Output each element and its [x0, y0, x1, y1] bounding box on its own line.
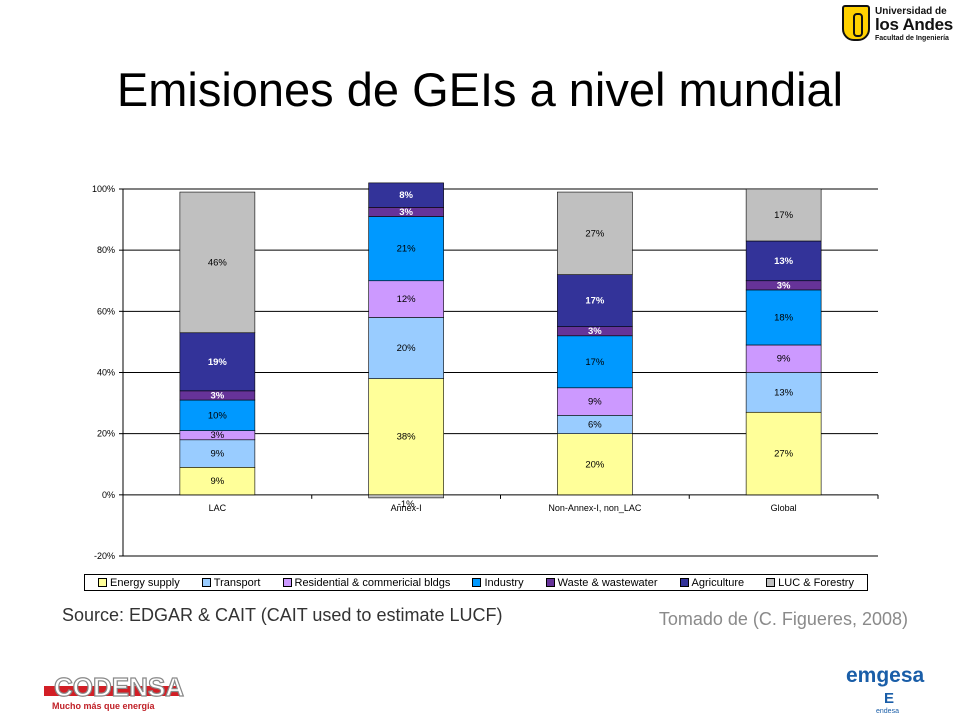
bar-segment — [368, 216, 444, 282]
codensa-wordmark: CODENSA — [53, 671, 185, 702]
university-name-line1: Universidad de — [875, 6, 947, 17]
legend-item: Agriculture — [679, 576, 745, 589]
data-label: 27% — [585, 228, 605, 239]
bar-segment — [557, 335, 633, 389]
data-label: 27% — [774, 449, 794, 460]
legend-swatch — [201, 578, 211, 587]
data-label: 9% — [211, 476, 225, 487]
y-tick-label: 100% — [92, 184, 115, 194]
bar-segment — [368, 280, 444, 318]
data-label: 3% — [777, 280, 791, 291]
legend-label: Agriculture — [691, 576, 745, 589]
bar-segment — [745, 289, 822, 346]
x-tick-label: Non-Annex-I, non_LAC — [548, 503, 642, 513]
data-label: 10% — [208, 410, 228, 421]
bar-segment — [179, 439, 256, 468]
y-tick-label: -20% — [94, 551, 115, 561]
bar-segment — [745, 240, 822, 282]
bar-segment — [745, 188, 822, 242]
data-label: 3% — [211, 390, 225, 401]
legend-label: Energy supply — [110, 576, 180, 589]
data-label: 21% — [397, 244, 417, 255]
bar-segment — [179, 399, 256, 431]
legend-swatch — [766, 578, 776, 587]
data-label: 19% — [208, 357, 228, 368]
data-label: 46% — [208, 257, 228, 268]
data-label: 20% — [585, 459, 605, 470]
bar-segment — [179, 332, 256, 392]
data-label: 9% — [777, 354, 791, 365]
legend-swatch — [472, 578, 482, 587]
y-tick-label: 60% — [97, 306, 115, 316]
legend-label: Residential & commericial bldgs — [294, 576, 451, 589]
data-label: 3% — [588, 326, 602, 337]
slide-title: Emisiones de GEIs a nivel mundial — [116, 63, 844, 116]
data-label: 6% — [588, 419, 602, 430]
endesa-label: endesa — [876, 708, 899, 715]
bar-segment — [368, 317, 444, 379]
data-label: 13% — [774, 387, 794, 398]
bar-segment — [179, 467, 256, 496]
bar-segment — [557, 274, 633, 327]
data-label: 38% — [397, 432, 417, 443]
emgesa-wordmark: emgesa — [846, 664, 925, 687]
data-label: 20% — [397, 343, 417, 354]
data-label: 17% — [585, 357, 605, 368]
legend-label: Waste & wastewater — [557, 576, 658, 589]
x-tick-label: Annex-I — [391, 503, 422, 513]
legend-item: Transport — [201, 576, 261, 589]
legend-swatch — [282, 578, 292, 587]
bar-segment — [368, 182, 444, 208]
stacked-bar-chart: -20% 0% 20% 40% 60% 80% 100% 9% 9% 3% 10% 3% 19% 46% L… — [92, 182, 879, 561]
bar-segment — [179, 191, 256, 334]
credit-note: Tomado de (C. Figueres, 2008) — [658, 609, 908, 629]
shield-icon — [842, 5, 870, 41]
legend-item: Energy supply — [98, 577, 180, 589]
data-label: 12% — [397, 294, 417, 305]
legend-swatch — [98, 578, 108, 587]
data-label: 13% — [774, 256, 794, 267]
y-tick-label: 20% — [97, 429, 115, 439]
legend-swatch — [679, 578, 689, 587]
data-label: -1% — [398, 499, 415, 510]
x-tick-label: Global — [771, 503, 797, 513]
legend-item: Waste & wastewater — [545, 576, 658, 589]
data-label: 17% — [585, 296, 605, 307]
data-label: 9% — [588, 397, 602, 408]
data-label: 8% — [399, 190, 413, 201]
legend-label: LUC & Forestry — [778, 576, 854, 589]
legend-label: Transport — [213, 576, 261, 589]
legend-label: Industry — [484, 576, 524, 589]
y-tick-label: 0% — [102, 490, 115, 500]
university-name-line2: los Andes — [875, 15, 953, 34]
data-label: 3% — [399, 207, 413, 218]
codensa-slogan: Mucho más que energía — [52, 701, 155, 711]
bar-segment — [745, 372, 822, 413]
bar-segment — [745, 411, 822, 496]
legend-item: Residential & commericial bldgs — [282, 576, 451, 589]
legend-swatch — [545, 578, 555, 587]
universidad-de-los-andes-logo: Universidad de los Andes Facultad de Ing… — [842, 5, 954, 45]
data-label: 9% — [211, 449, 225, 460]
legend-item: LUC & Forestry — [766, 577, 854, 589]
y-tick-label: 80% — [97, 245, 115, 255]
y-tick-label: 40% — [97, 368, 115, 378]
data-label: 18% — [774, 312, 794, 323]
data-label: 3% — [211, 430, 225, 441]
endesa-mark-icon: E — [884, 690, 895, 707]
bar-segment — [745, 344, 822, 373]
codensa-logo: CODENSA Mucho más que energía — [44, 671, 185, 714]
source-note: Source: EDGAR & CAIT (CAIT used to estim… — [62, 605, 503, 625]
bar-segment — [557, 387, 633, 416]
bar-segment — [368, 494, 444, 499]
x-tick-label: LAC — [209, 503, 227, 513]
emgesa-logo: emgesa E endesa — [846, 664, 930, 716]
data-label: 17% — [774, 210, 794, 221]
legend-item: Industry — [472, 576, 524, 589]
bar-segment — [557, 191, 633, 275]
chart-legend: Energy supply Transport Residential & comm… — [84, 574, 868, 591]
university-faculty: Facultad de Ingeniería — [875, 35, 949, 42]
